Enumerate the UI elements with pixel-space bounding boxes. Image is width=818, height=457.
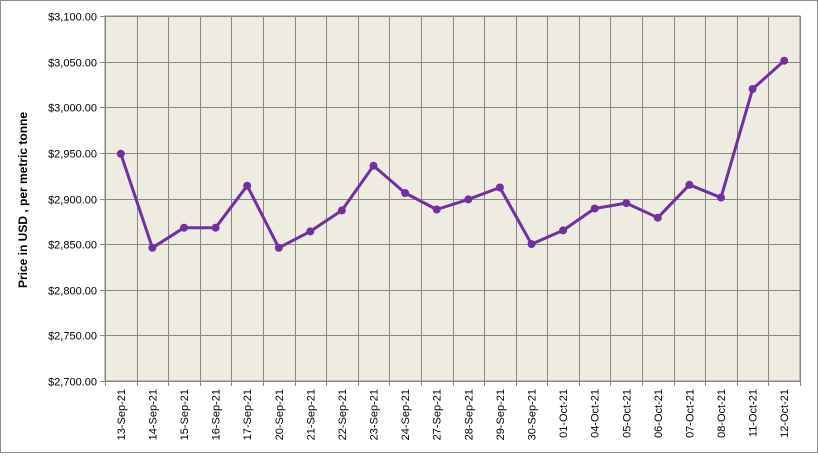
x-tick-label: 13-Sep-21 (116, 389, 128, 440)
data-point (211, 223, 220, 232)
plot-background (104, 15, 801, 382)
x-tick-label: 15-Sep-21 (179, 389, 191, 440)
y-tick-label: $2,850.00 (48, 240, 97, 252)
y-tick-label: $2,800.00 (48, 286, 97, 298)
x-tick-label: 28-Sep-21 (463, 389, 475, 440)
x-tick-label: 20-Sep-21 (274, 389, 286, 440)
data-point (369, 161, 378, 170)
data-point (527, 240, 536, 249)
series-line (119, 59, 786, 250)
x-tick-label: 22-Sep-21 (337, 389, 349, 440)
data-point (432, 205, 441, 214)
x-axis-ticks: 13-Sep-21 14-Sep-21 15-Sep-21 16-Sep-21 17-S… (116, 389, 791, 440)
data-point (148, 243, 157, 252)
x-tick-label: 05-Oct-21 (621, 389, 633, 438)
data-point (401, 189, 410, 197)
data-point (243, 181, 252, 190)
x-tick-label: 30-Sep-21 (526, 389, 538, 440)
x-tick-label: 29-Sep-21 (495, 389, 507, 440)
plot-area (104, 15, 801, 382)
data-point (116, 149, 125, 158)
data-point (590, 204, 599, 213)
x-tick-label: 16-Sep-21 (211, 389, 223, 440)
series-layer (116, 56, 789, 252)
x-tick-label: 07-Oct-21 (684, 389, 696, 438)
x-tick-label: 17-Sep-21 (242, 389, 254, 440)
y-axis-ticks: $2,700.00 $2,750.00 $2,800.00 $2,850.00 $2,9… (48, 12, 105, 389)
y-tick-label: $2,950.00 (48, 149, 97, 161)
data-point (748, 85, 757, 93)
y-tick-label: $2,750.00 (48, 331, 97, 343)
y-tick-label: $3,000.00 (48, 103, 97, 115)
x-tick-label: 11-Oct-21 (748, 389, 760, 437)
x-tick-label: 06-Oct-21 (653, 389, 665, 438)
x-tick-label: 24-Sep-21 (400, 389, 412, 440)
data-point (274, 243, 283, 252)
x-tick-label: 21-Sep-21 (305, 389, 317, 440)
gridlines (105, 16, 801, 386)
data-point (337, 206, 346, 215)
x-tick-label: 12-Oct-21 (779, 389, 791, 438)
data-point (780, 56, 789, 65)
y-tick-label: $3,050.00 (48, 58, 97, 70)
data-point (464, 195, 473, 204)
x-tick-label: 01-Oct-21 (558, 389, 570, 438)
y-tick-label: $3,100.00 (48, 12, 97, 24)
y-axis-title: Price in USD , per metric tonne (16, 112, 30, 288)
data-point (495, 183, 504, 192)
data-point (559, 226, 568, 235)
data-point (306, 227, 315, 236)
data-point (717, 193, 725, 202)
data-point (653, 213, 662, 222)
y-tick-label: $2,700.00 (48, 377, 97, 389)
data-point (685, 180, 694, 189)
data-point (622, 199, 631, 208)
x-tick-label: 04-Oct-21 (590, 389, 602, 438)
x-tick-label: 27-Sep-21 (432, 389, 444, 440)
x-tick-label: 08-Oct-21 (716, 389, 728, 438)
x-tick-label: 14-Sep-21 (147, 389, 159, 440)
y-tick-label: $2,900.00 (48, 195, 97, 207)
x-tick-label: 23-Sep-21 (369, 389, 381, 440)
data-point (180, 223, 188, 232)
